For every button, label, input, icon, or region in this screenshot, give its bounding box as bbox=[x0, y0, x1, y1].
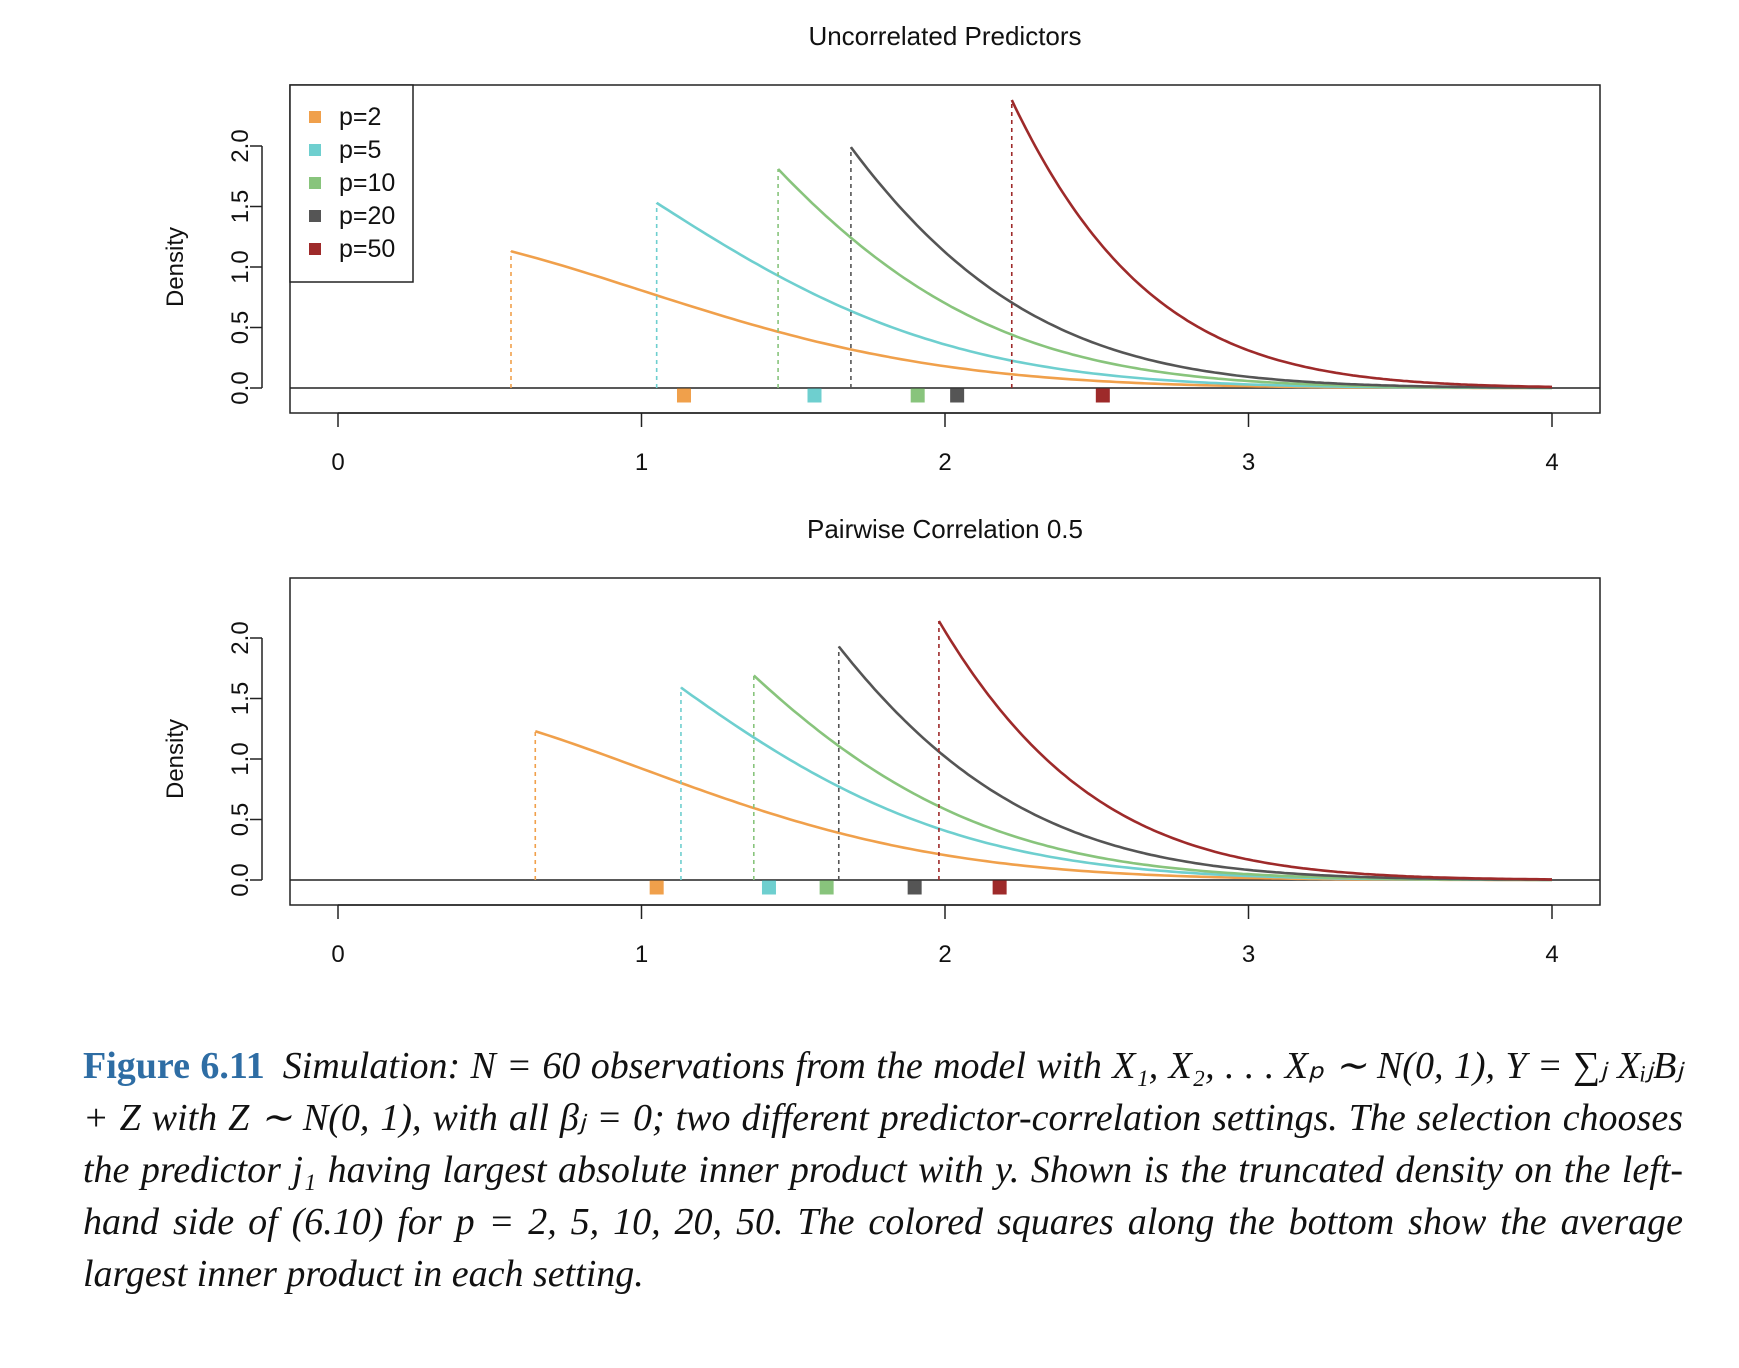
x-tick-label: 4 bbox=[1545, 941, 1558, 968]
mean-marker-p=2 bbox=[649, 880, 664, 895]
legend-label: p=50 bbox=[339, 235, 395, 263]
legend-swatch bbox=[309, 144, 321, 156]
legend-label: p=20 bbox=[339, 202, 395, 230]
x-tick-label: 3 bbox=[1242, 449, 1255, 476]
legend-swatch bbox=[309, 243, 321, 255]
y-tick-label: 2.0 bbox=[227, 129, 254, 162]
mean-marker-p=10 bbox=[819, 880, 834, 895]
mean-marker-p=20 bbox=[907, 880, 922, 895]
y-axis-label: Density bbox=[162, 227, 189, 307]
chart-panel-2: Pairwise Correlation 0.5 0.0 0.5 1.0 1.5 2.0 D… bbox=[162, 514, 1601, 968]
density-curve-p=50 bbox=[937, 620, 1552, 881]
legend-swatch bbox=[309, 111, 321, 123]
y-tick-label: 2.0 bbox=[227, 621, 254, 654]
x-tick-label: 4 bbox=[1545, 449, 1558, 476]
mean-marker-p=2 bbox=[676, 388, 691, 403]
density-curve-p=50 bbox=[1010, 99, 1553, 389]
density-curve-p=5 bbox=[655, 201, 1552, 390]
mean-marker-p=20 bbox=[950, 388, 965, 403]
legend-swatch bbox=[309, 210, 321, 222]
density-curve-p=20 bbox=[849, 146, 1553, 389]
mean-marker-p=5 bbox=[807, 388, 822, 403]
y-tick-label: 1.5 bbox=[227, 682, 254, 715]
x-tick-label: 1 bbox=[635, 449, 648, 476]
caption-label: Figure 6.11 bbox=[83, 1045, 265, 1087]
y-tick-label: 1.5 bbox=[227, 190, 254, 223]
density-curve-p=20 bbox=[837, 645, 1552, 881]
x-tick-label: 0 bbox=[331, 449, 344, 476]
legend-swatch bbox=[309, 177, 321, 189]
legend-label: p=2 bbox=[339, 103, 381, 131]
chart-title: Uncorrelated Predictors bbox=[808, 21, 1081, 51]
density-curve-p=2 bbox=[534, 729, 1552, 882]
mean-marker-p=5 bbox=[761, 880, 776, 895]
y-axis-label: Density bbox=[162, 719, 189, 799]
mean-marker-p=10 bbox=[910, 388, 925, 403]
caption-text: Simulation: N = 60 observations from the… bbox=[83, 1045, 1683, 1295]
legend: p=2 p=5 p=10 p=20 p=50 bbox=[289, 84, 414, 283]
mean-marker-p=50 bbox=[1095, 388, 1110, 403]
y-tick-label: 0.5 bbox=[227, 803, 254, 836]
y-tick-label: 0.0 bbox=[227, 863, 254, 896]
chart-panel-1: Uncorrelated Predictors 0.0 0.5 1.0 1.5 2.0 De… bbox=[162, 21, 1601, 476]
x-tick-label: 2 bbox=[938, 449, 951, 476]
density-curve-p=10 bbox=[752, 674, 1552, 882]
density-curve-p=2 bbox=[510, 250, 1552, 390]
legend-label: p=5 bbox=[339, 136, 381, 164]
y-tick-label: 1.0 bbox=[227, 250, 254, 283]
figure-caption: Figure 6.11 Simulation: N = 60 observatio… bbox=[83, 1040, 1683, 1300]
mean-marker-p=50 bbox=[992, 880, 1007, 895]
y-tick-label: 0.0 bbox=[227, 371, 254, 404]
x-tick-label: 3 bbox=[1242, 941, 1255, 968]
x-tick-label: 1 bbox=[635, 941, 648, 968]
y-tick-label: 1.0 bbox=[227, 742, 254, 775]
chart-title: Pairwise Correlation 0.5 bbox=[807, 514, 1083, 544]
x-tick-label: 0 bbox=[331, 941, 344, 968]
density-curve-p=5 bbox=[680, 686, 1552, 882]
x-tick-label: 2 bbox=[938, 941, 951, 968]
y-tick-label: 0.5 bbox=[227, 311, 254, 344]
legend-label: p=10 bbox=[339, 169, 395, 197]
plot-frame bbox=[289, 84, 1601, 414]
